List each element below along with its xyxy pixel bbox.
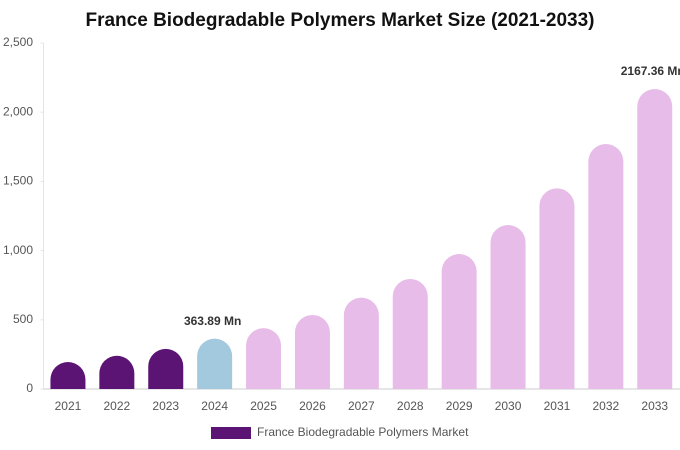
x-tick-label: 2021 [55,399,82,413]
x-tick-label: 2031 [544,399,571,413]
y-tick-label: 2,500 [3,35,33,49]
x-tick-label: 2027 [348,399,375,413]
y-tick-label: 2,000 [3,104,33,118]
x-tick-label: 2023 [152,399,179,413]
bar [441,254,477,389]
bar [148,348,184,389]
y-tick-label: 1,500 [3,174,33,188]
x-tick-label: 2029 [446,399,473,413]
bar [637,89,673,389]
bar [490,224,526,389]
x-tick-label: 2022 [103,399,130,413]
y-tick-label: 500 [13,312,33,326]
bar [392,278,428,389]
value-label: 2167.36 Mn [621,64,680,78]
bar [294,314,330,389]
value-label: 363.89 Mn [184,314,241,328]
x-tick-label: 2032 [592,399,619,413]
y-tick-label: 0 [26,381,33,395]
bar [588,144,624,389]
legend-swatch [211,427,251,439]
x-tick-label: 2026 [299,399,326,413]
x-tick-label: 2030 [495,399,522,413]
x-tick-label: 2028 [397,399,424,413]
bar [197,338,233,389]
x-tick-label: 2025 [250,399,277,413]
bar [343,297,379,389]
x-tick-label: 2033 [641,399,668,413]
bar [539,188,575,389]
bar [246,328,282,389]
x-tick-label: 2024 [201,399,228,413]
bar [50,362,86,389]
y-tick-label: 1,000 [3,243,33,257]
chart-title: France Biodegradable Polymers Market Siz… [85,10,594,31]
legend-label: France Biodegradable Polymers Market [257,425,469,439]
bar [99,355,135,389]
